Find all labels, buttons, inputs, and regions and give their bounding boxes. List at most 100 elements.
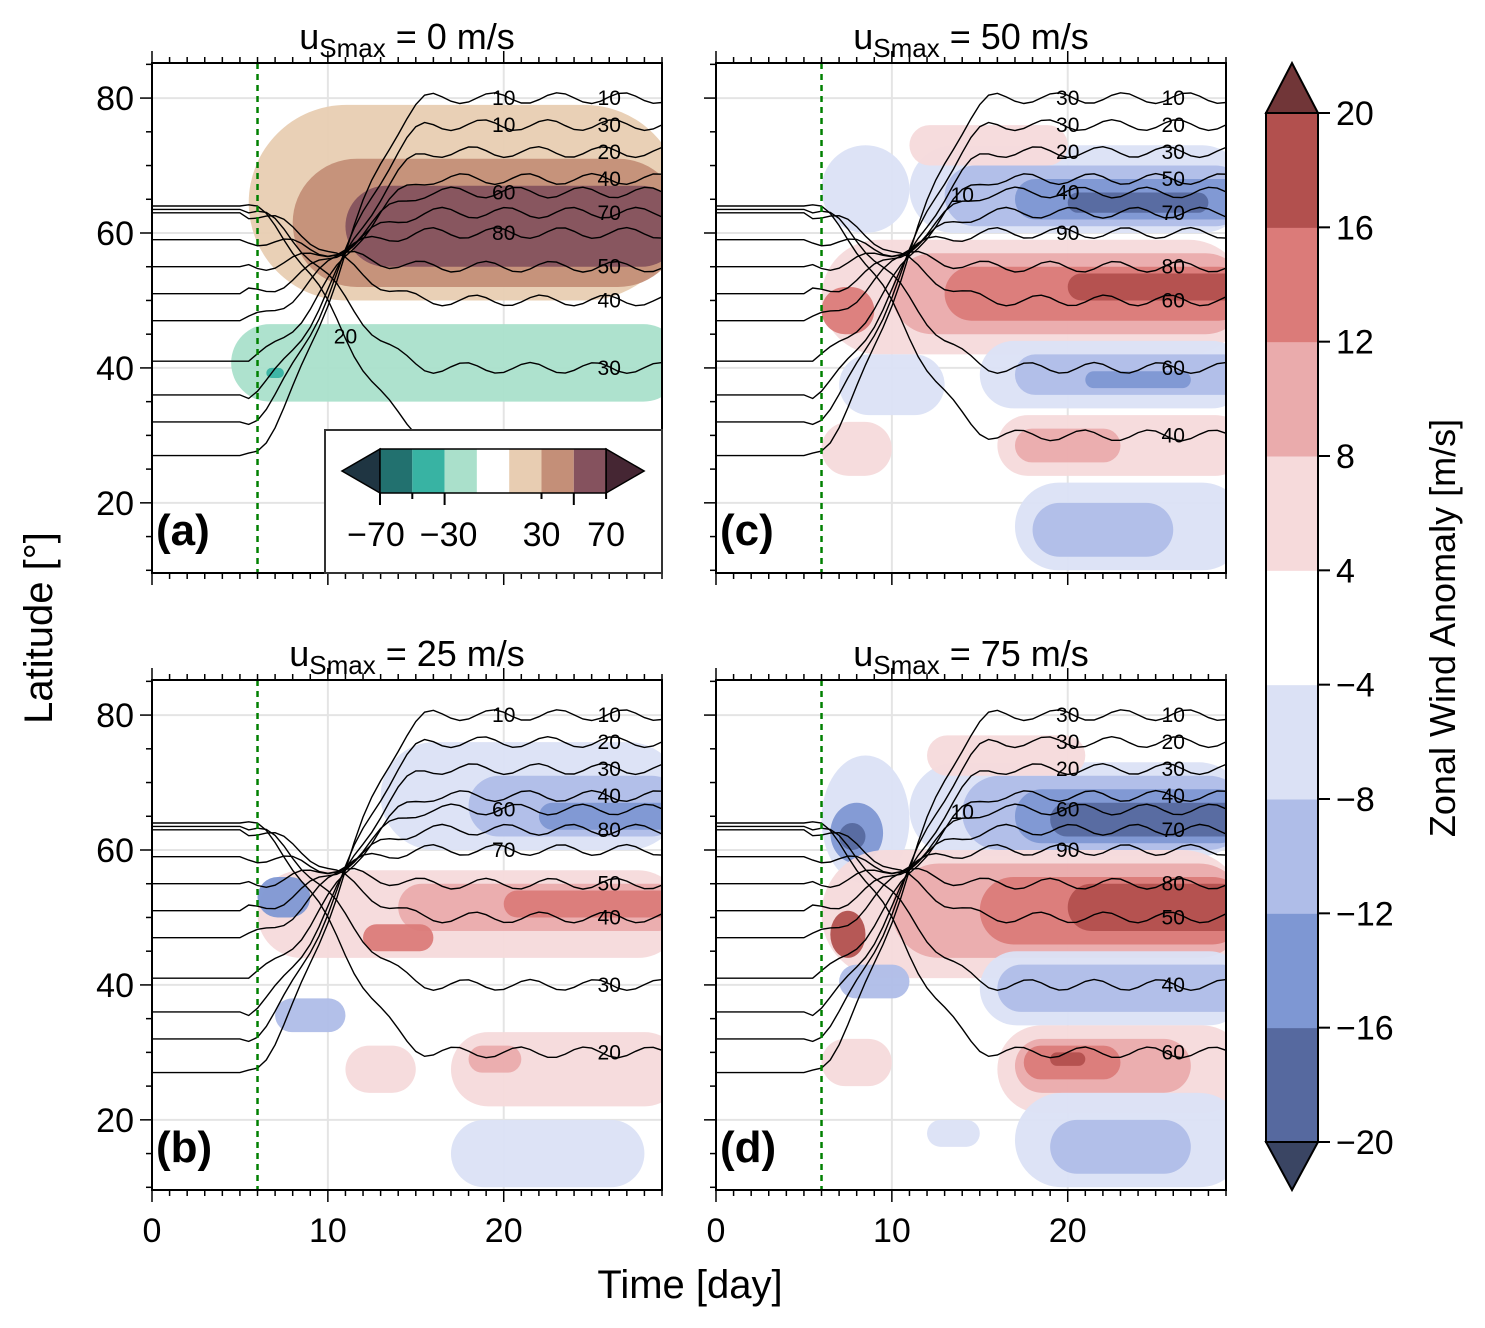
- contour-line: [152, 186, 662, 322]
- contour-label: 30: [1162, 758, 1185, 781]
- anomaly-region: [363, 924, 434, 952]
- contour-line: [716, 829, 1226, 924]
- contour-label: 10: [598, 87, 621, 110]
- contour-label: 70: [492, 839, 515, 862]
- x-tick-label: 0: [143, 1212, 162, 1250]
- contour-line: [716, 206, 1226, 295]
- panel-a: 10 30 20 40 60 70 80 50 40 30 20 10 10 20 40 60 80 (a) uSm…: [96, 16, 663, 585]
- contour-line: [152, 212, 662, 307]
- contour-label: 80: [1162, 873, 1185, 896]
- contour-label: 70: [1162, 202, 1185, 225]
- colorbar-segment: [1266, 1027, 1318, 1143]
- y-tick-label: 80: [96, 697, 134, 735]
- contour-line: [152, 821, 662, 1059]
- y-tick-label: 60: [96, 215, 134, 253]
- anomaly-region: [997, 964, 1226, 1012]
- contour-label: 80: [598, 819, 621, 842]
- contour-line: [152, 789, 662, 979]
- contour-line: [152, 843, 662, 889]
- contour-label: 20: [598, 731, 621, 754]
- anomaly-region: [266, 367, 284, 379]
- colorbar-segment: [1266, 341, 1318, 457]
- contour-line: [716, 709, 1226, 1074]
- contour-label: 60: [1162, 1041, 1185, 1064]
- contour-line: [716, 762, 1226, 1017]
- inset-colorbar-tick: −30: [420, 516, 478, 554]
- contour-line: [716, 823, 1226, 912]
- colorbar-segment: [1266, 913, 1318, 1029]
- contour-line: [716, 186, 1226, 322]
- anomaly-region: [821, 1038, 892, 1087]
- contour-label: 30: [598, 758, 621, 781]
- contour-label: 10: [951, 184, 974, 207]
- contour-label: 20: [1056, 141, 1079, 164]
- contour-line: [152, 829, 662, 924]
- inset-colorbar: −70 −30 30 70: [324, 429, 663, 574]
- contour-label: 30: [1162, 141, 1185, 164]
- contour-label: 90: [1056, 222, 1079, 245]
- colorbar-tick-label: 12: [1336, 324, 1374, 362]
- y-tick-label: 40: [96, 350, 134, 388]
- anomaly-region: [830, 910, 866, 958]
- contour-line: [152, 172, 662, 362]
- contour-label: 90: [1056, 839, 1079, 862]
- colorbar: −20 −16 −12 −8 −4 4 8 12 16 20: [1264, 60, 1394, 1193]
- anomaly-region: [1032, 502, 1174, 557]
- panel-title: uSmax = 0 m/s: [299, 16, 515, 63]
- panel-label: (d): [720, 1123, 776, 1172]
- x-tick-label: 0: [707, 1212, 726, 1250]
- contour-label: 30: [598, 357, 621, 380]
- anomaly-region: [839, 823, 866, 850]
- anomaly-region: [275, 998, 346, 1033]
- contour-label: 80: [492, 222, 515, 245]
- contour-line: [716, 92, 1226, 457]
- anomaly-region: [450, 1119, 645, 1188]
- y-tick-label: 60: [96, 832, 134, 870]
- contour-label: 30: [1056, 114, 1079, 137]
- panel-label: (b): [156, 1123, 212, 1172]
- contour-label: 60: [492, 182, 515, 205]
- anomaly-region: [927, 1119, 980, 1147]
- colorbar-tick-label: 4: [1336, 552, 1355, 590]
- anomaly-region: [1050, 1052, 1086, 1066]
- contour-line: [152, 92, 662, 457]
- contour-label: 10: [492, 114, 515, 137]
- colorbar-segment: [1266, 799, 1318, 914]
- contour-line: [152, 825, 662, 992]
- contour-label: 10: [1162, 87, 1185, 110]
- inset-colorbar-segment: [509, 449, 542, 493]
- contour-label: 10: [492, 87, 515, 110]
- y-tick-label: 80: [96, 80, 134, 118]
- contour-label: 30: [598, 114, 621, 137]
- inset-colorbar-segment: [476, 449, 510, 493]
- axes-frame: [715, 62, 1227, 574]
- inset-colorbar-segment: [444, 449, 477, 493]
- colorbar-label: Zonal Wind Anomaly [m/s]: [1422, 419, 1463, 837]
- contour-label: 20: [1056, 758, 1079, 781]
- inset-colorbar-tick: −70: [347, 516, 405, 554]
- contour-line: [716, 145, 1226, 400]
- contour-line: [716, 789, 1226, 979]
- contour-line: [716, 821, 1226, 1059]
- contour-line: [716, 118, 1226, 426]
- panel-c: 10 20 30 50 40 70 90 80 60 60 40 30 30 20 10 (c) uSmax =…: [704, 16, 1227, 585]
- contour-label: 40: [1162, 424, 1185, 447]
- contour-label: 20: [1162, 731, 1185, 754]
- contour-label: 10: [1162, 704, 1185, 727]
- contour-label: 40: [598, 785, 621, 808]
- contour-line: [716, 825, 1226, 992]
- contour-line: [152, 709, 662, 1074]
- contour-label: 10: [492, 704, 515, 727]
- panel-title: uSmax = 25 m/s: [289, 633, 525, 680]
- colorbar-tick-label: −12: [1336, 895, 1394, 933]
- colorbar-under: [1264, 1141, 1320, 1193]
- contour-label: 60: [1162, 289, 1185, 312]
- contour-label: 40: [1162, 974, 1185, 997]
- panel-d: 10 20 30 40 60 70 90 80 50 40 60 30 30 20 10 0 10 20 (d) uS…: [704, 633, 1227, 1250]
- contour-label: 40: [1162, 785, 1185, 808]
- anomaly-region: [1050, 1119, 1191, 1174]
- contour-line: [716, 208, 1226, 375]
- contour-line: [716, 204, 1226, 442]
- contour-label: 20: [1162, 114, 1185, 137]
- contour-label: 20: [334, 325, 357, 348]
